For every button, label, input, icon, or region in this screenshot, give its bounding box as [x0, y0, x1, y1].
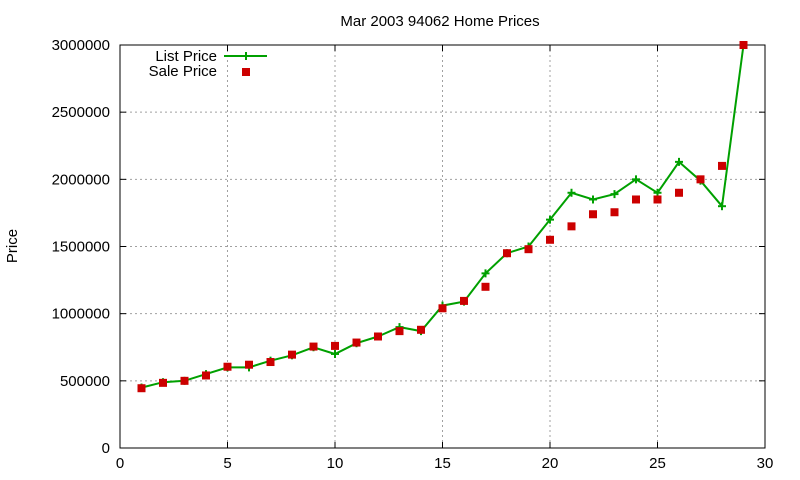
legend: List Price Sale Price	[149, 48, 267, 80]
sale-price-point	[718, 161, 726, 170]
list-price-point	[481, 269, 490, 278]
sale-price-point	[696, 175, 705, 184]
sale-price-point	[610, 208, 619, 217]
sale-price-point	[632, 195, 640, 204]
y-tick-label: 0	[102, 440, 110, 457]
axis-ticks: 0 5 10 15 20 25 30 0 500000 1000000 1500000 2000000…	[52, 37, 774, 472]
y-tick-label: 2000000	[52, 171, 110, 188]
legend-marker-sale-price	[242, 68, 250, 76]
sale-price-point	[266, 358, 275, 367]
sale-price-point	[137, 384, 146, 393]
sale-price-point	[460, 296, 468, 305]
list-price-point	[718, 202, 726, 211]
legend-marker-list-price	[242, 52, 250, 60]
list-price-point	[610, 190, 619, 199]
sale-price-point	[438, 304, 447, 313]
y-tick-label: 1000000	[52, 306, 110, 323]
sale-price-point	[739, 41, 748, 49]
x-tick-label: 5	[223, 455, 231, 472]
chart-title: Mar 2003 94062 Home Prices	[340, 13, 539, 30]
sale-price-point	[395, 327, 404, 336]
list-price-point	[653, 188, 662, 197]
sale-price-point	[180, 376, 189, 385]
list-price-point	[567, 188, 576, 197]
sale-price-point	[524, 245, 533, 254]
sale-price-point	[503, 249, 511, 258]
sale-price-point	[288, 350, 296, 359]
y-tick-label: 1500000	[52, 239, 110, 256]
sale-price-point	[481, 282, 490, 291]
x-tick-label: 0	[116, 455, 124, 472]
list-price-point	[589, 195, 597, 204]
y-tick-label: 3000000	[52, 37, 110, 54]
y-tick-label: 2500000	[52, 104, 110, 121]
sale-price-point	[374, 332, 382, 341]
sale-price-point	[159, 378, 167, 387]
sale-price-point	[589, 210, 597, 219]
list-price-point	[675, 157, 683, 166]
x-tick-label: 20	[542, 455, 559, 472]
grid-lines	[120, 45, 765, 448]
sale-price-point	[567, 222, 576, 231]
sale-price-point	[309, 342, 318, 351]
sale-price-point	[202, 371, 210, 380]
sale-price-point	[223, 362, 232, 371]
sale-price-point	[417, 325, 425, 334]
sale-price-point	[653, 195, 662, 204]
series-group	[137, 41, 748, 393]
y-tick-label: 500000	[60, 373, 110, 390]
sale-price-point	[675, 188, 683, 197]
sale-price-point	[352, 338, 361, 347]
x-tick-label: 10	[327, 455, 344, 472]
list-price-point	[331, 349, 339, 358]
x-tick-label: 15	[434, 455, 451, 472]
list-price-point	[546, 215, 554, 224]
y-axis-label: Price	[4, 229, 21, 263]
legend-label-sale-price: Sale Price	[149, 63, 217, 80]
sale-price-point	[331, 341, 339, 350]
list-price-point	[632, 175, 640, 184]
legend-label-list-price: List Price	[155, 48, 217, 65]
x-tick-label: 25	[649, 455, 666, 472]
x-tick-label: 30	[757, 455, 774, 472]
sale-price-point	[245, 360, 253, 369]
sale-price-point	[546, 235, 554, 244]
